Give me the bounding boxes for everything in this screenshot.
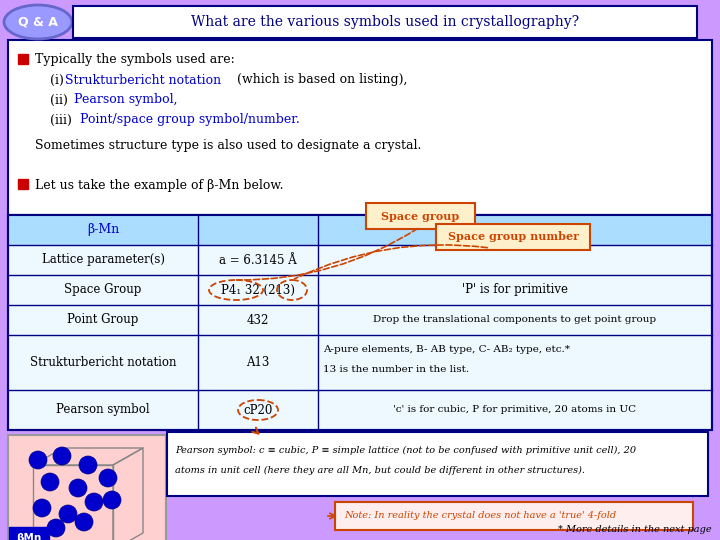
Text: Note: In reality the crystal does not have a 'true' 4-fold: Note: In reality the crystal does not ha…: [344, 511, 616, 521]
Text: Sometimes structure type is also used to designate a crystal.: Sometimes structure type is also used to…: [35, 138, 421, 152]
FancyBboxPatch shape: [8, 40, 712, 215]
FancyBboxPatch shape: [8, 215, 712, 430]
Circle shape: [33, 499, 51, 517]
Circle shape: [75, 513, 93, 531]
Text: 'P' is for primitive: 'P' is for primitive: [462, 284, 568, 296]
Text: Lattice parameter(s): Lattice parameter(s): [42, 253, 164, 267]
Text: 13 is the number in the list.: 13 is the number in the list.: [323, 366, 469, 375]
FancyBboxPatch shape: [366, 203, 475, 229]
Text: Pearson symbol: Pearson symbol: [56, 403, 150, 416]
FancyBboxPatch shape: [8, 435, 166, 540]
Text: P4₁ 32 (213): P4₁ 32 (213): [221, 284, 295, 296]
Text: a = 6.3145 Å: a = 6.3145 Å: [219, 253, 297, 267]
Circle shape: [41, 473, 59, 491]
Text: Let us take the example of β-Mn below.: Let us take the example of β-Mn below.: [35, 179, 284, 192]
Circle shape: [103, 491, 121, 509]
Text: A-pure elements, B- AB type, C- AB₂ type, etc.*: A-pure elements, B- AB type, C- AB₂ type…: [323, 346, 570, 354]
Text: (which is based on listing),: (which is based on listing),: [233, 73, 408, 86]
Circle shape: [85, 493, 103, 511]
FancyBboxPatch shape: [436, 224, 590, 250]
Bar: [8, 215, 712, 430]
FancyBboxPatch shape: [18, 179, 28, 189]
Text: Point/space group symbol/number.: Point/space group symbol/number.: [80, 113, 300, 126]
Text: (iii): (iii): [50, 113, 76, 126]
Text: (i): (i): [50, 73, 68, 86]
FancyBboxPatch shape: [8, 215, 712, 245]
FancyBboxPatch shape: [167, 432, 708, 496]
FancyBboxPatch shape: [18, 54, 28, 64]
Text: β-Mn: β-Mn: [87, 224, 119, 237]
Circle shape: [79, 456, 97, 474]
FancyBboxPatch shape: [335, 502, 693, 530]
Text: Pearson symbol,: Pearson symbol,: [74, 93, 178, 106]
Circle shape: [69, 479, 87, 497]
Circle shape: [29, 451, 47, 469]
Text: Strukturbericht notation: Strukturbericht notation: [30, 356, 176, 369]
FancyBboxPatch shape: [9, 527, 49, 540]
Text: Space group: Space group: [381, 211, 459, 221]
Text: Point Group: Point Group: [67, 314, 139, 327]
Text: 432: 432: [247, 314, 269, 327]
Text: Q & A: Q & A: [18, 16, 58, 29]
Text: * More details in the next page: * More details in the next page: [559, 525, 712, 534]
FancyBboxPatch shape: [73, 6, 697, 38]
Text: Pearson symbol: c ≡ cubic, P ≡ simple lattice (not to be confused with primitive: Pearson symbol: c ≡ cubic, P ≡ simple la…: [175, 446, 636, 455]
Text: cP20: cP20: [243, 403, 273, 416]
Text: What are the various symbols used in crystallography?: What are the various symbols used in cry…: [191, 15, 579, 29]
Circle shape: [59, 505, 77, 523]
Text: Typically the symbols used are:: Typically the symbols used are:: [35, 53, 235, 66]
Text: Space Group: Space Group: [64, 284, 142, 296]
Text: Space group number: Space group number: [448, 232, 578, 242]
Ellipse shape: [4, 5, 72, 39]
Text: (ii): (ii): [50, 93, 72, 106]
Circle shape: [99, 469, 117, 487]
Text: Drop the translational components to get point group: Drop the translational components to get…: [374, 315, 657, 325]
Circle shape: [47, 519, 65, 537]
Text: Strukturbericht notation: Strukturbericht notation: [65, 73, 221, 86]
Text: atoms in unit cell (here they are all Mn, but could be different in other struct: atoms in unit cell (here they are all Mn…: [175, 465, 585, 475]
Circle shape: [53, 447, 71, 465]
Text: βMn: βMn: [17, 533, 42, 540]
Text: 'c' is for cubic, P for primitive, 20 atoms in UC: 'c' is for cubic, P for primitive, 20 at…: [393, 406, 636, 415]
Text: A13: A13: [246, 356, 270, 369]
